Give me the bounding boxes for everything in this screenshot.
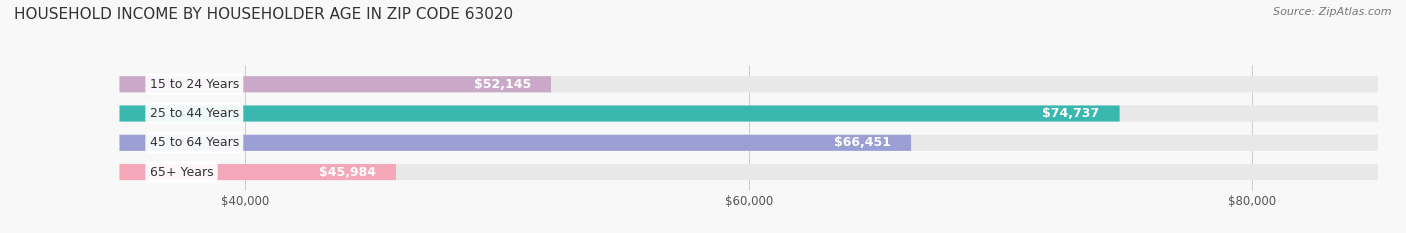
Text: 65+ Years: 65+ Years (149, 165, 214, 178)
Text: $52,145: $52,145 (474, 78, 531, 91)
Text: 15 to 24 Years: 15 to 24 Years (149, 78, 239, 91)
Text: HOUSEHOLD INCOME BY HOUSEHOLDER AGE IN ZIP CODE 63020: HOUSEHOLD INCOME BY HOUSEHOLDER AGE IN Z… (14, 7, 513, 22)
Text: $74,737: $74,737 (1042, 107, 1099, 120)
FancyBboxPatch shape (120, 135, 1378, 151)
FancyBboxPatch shape (120, 76, 551, 92)
FancyBboxPatch shape (120, 76, 1378, 92)
Text: $45,984: $45,984 (319, 165, 375, 178)
FancyBboxPatch shape (120, 135, 911, 151)
Text: Source: ZipAtlas.com: Source: ZipAtlas.com (1274, 7, 1392, 17)
FancyBboxPatch shape (120, 164, 396, 180)
FancyBboxPatch shape (120, 164, 1378, 180)
FancyBboxPatch shape (120, 106, 1119, 122)
Text: 45 to 64 Years: 45 to 64 Years (149, 136, 239, 149)
FancyBboxPatch shape (120, 106, 1378, 122)
Text: 25 to 44 Years: 25 to 44 Years (149, 107, 239, 120)
Text: $66,451: $66,451 (834, 136, 891, 149)
